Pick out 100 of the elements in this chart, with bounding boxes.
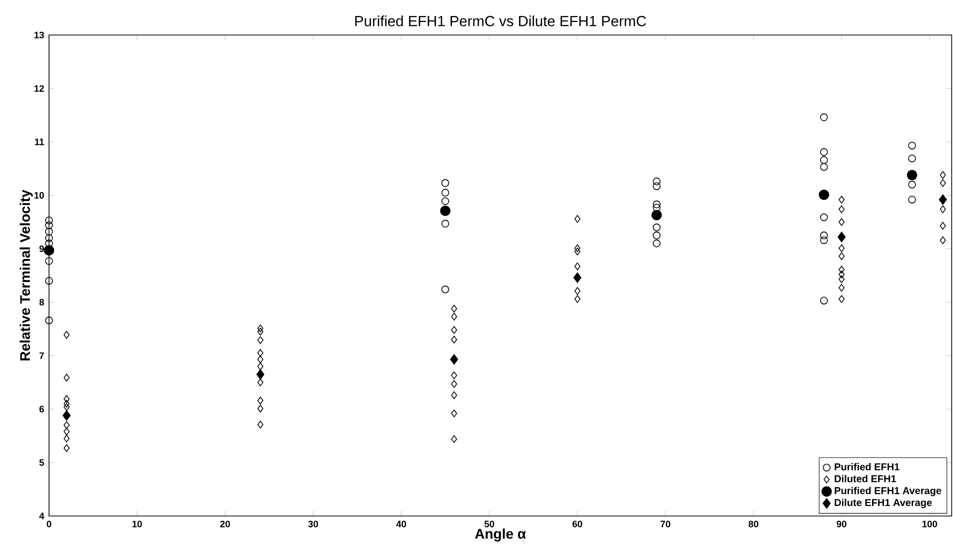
point [257, 328, 264, 336]
point [64, 434, 70, 442]
point [940, 236, 946, 244]
x-tick-label: 0 [46, 520, 52, 528]
point [45, 240, 53, 248]
x-tick-label: 100 [922, 520, 938, 528]
point [652, 200, 661, 208]
point [451, 435, 458, 443]
point [441, 197, 450, 206]
point [820, 156, 828, 164]
point [838, 196, 845, 204]
chart-title: Purified EFH1 PermC vs Dilute EFH1 PermC [355, 16, 646, 26]
point [820, 213, 828, 222]
point [450, 354, 458, 365]
point [838, 270, 845, 278]
x-tick-label: 80 [748, 520, 758, 528]
point [45, 228, 53, 236]
point [257, 336, 264, 344]
point [574, 248, 580, 256]
point [451, 391, 458, 400]
y-tick-label: 12 [34, 85, 44, 92]
point [908, 154, 916, 162]
point [451, 304, 458, 312]
point [62, 410, 71, 421]
x-tick-label: 20 [220, 520, 230, 528]
y-tick-label: 5 [39, 459, 44, 466]
point [64, 421, 70, 429]
point [45, 221, 53, 230]
point [574, 287, 580, 295]
y-tick-label: 8 [39, 298, 44, 306]
point [574, 244, 580, 252]
point [451, 336, 458, 344]
y-tick-label: 10 [34, 192, 44, 199]
point [838, 295, 845, 303]
point [906, 170, 918, 180]
y-tick-label: 9 [39, 245, 44, 252]
point [820, 148, 828, 156]
y-tick-label: 4 [39, 512, 44, 520]
point [838, 218, 845, 226]
point [257, 396, 264, 404]
point [64, 330, 70, 339]
point [64, 403, 70, 411]
point [838, 252, 845, 260]
point [573, 272, 582, 283]
point [45, 316, 53, 324]
point [908, 142, 916, 150]
point [44, 245, 54, 256]
point [818, 190, 830, 200]
point [820, 113, 828, 122]
point [451, 410, 458, 418]
x-tick-label: 90 [836, 520, 846, 528]
point [451, 326, 458, 334]
point [838, 244, 845, 252]
legend-label: Purified EFH1 Average [834, 486, 942, 496]
point [820, 296, 828, 304]
y-tick-label: 6 [39, 406, 44, 412]
x-tick-label: 30 [308, 520, 318, 528]
x-tick-label: 40 [396, 520, 406, 528]
point [257, 378, 264, 386]
point [838, 205, 845, 214]
x-axis-title: Angle α [475, 528, 526, 542]
point [652, 204, 661, 212]
point [257, 362, 264, 370]
point [451, 372, 458, 380]
point [820, 236, 828, 244]
point [940, 171, 946, 179]
point [940, 179, 946, 187]
point [838, 284, 845, 292]
point [838, 275, 845, 284]
point [64, 400, 70, 408]
point [908, 196, 916, 204]
legend-label: Purified EFH1 [834, 463, 900, 470]
point [64, 395, 70, 403]
point [651, 210, 662, 220]
point [574, 214, 580, 223]
point [838, 232, 846, 242]
point [440, 206, 450, 216]
point [652, 232, 661, 240]
y-tick-label: 13 [34, 32, 44, 38]
point [940, 222, 946, 230]
y-axis-title: Relative Terminal Velocity [20, 190, 33, 360]
x-tick-label: 60 [572, 520, 582, 528]
point [257, 404, 264, 412]
legend-label: Diluted EFH1 [834, 474, 896, 482]
legend-label: Dilute EFH1 Average [834, 498, 932, 508]
point [574, 262, 580, 270]
point [652, 178, 661, 186]
point [45, 234, 53, 242]
x-tick-label: 70 [660, 520, 670, 528]
point [441, 179, 450, 187]
point [45, 276, 53, 285]
point [64, 444, 70, 452]
point [652, 182, 661, 190]
point [451, 380, 458, 388]
y-tick-label: 7 [40, 352, 44, 359]
point [652, 240, 661, 248]
point [441, 220, 450, 228]
point [441, 188, 450, 197]
point [441, 286, 450, 294]
point [257, 349, 264, 357]
